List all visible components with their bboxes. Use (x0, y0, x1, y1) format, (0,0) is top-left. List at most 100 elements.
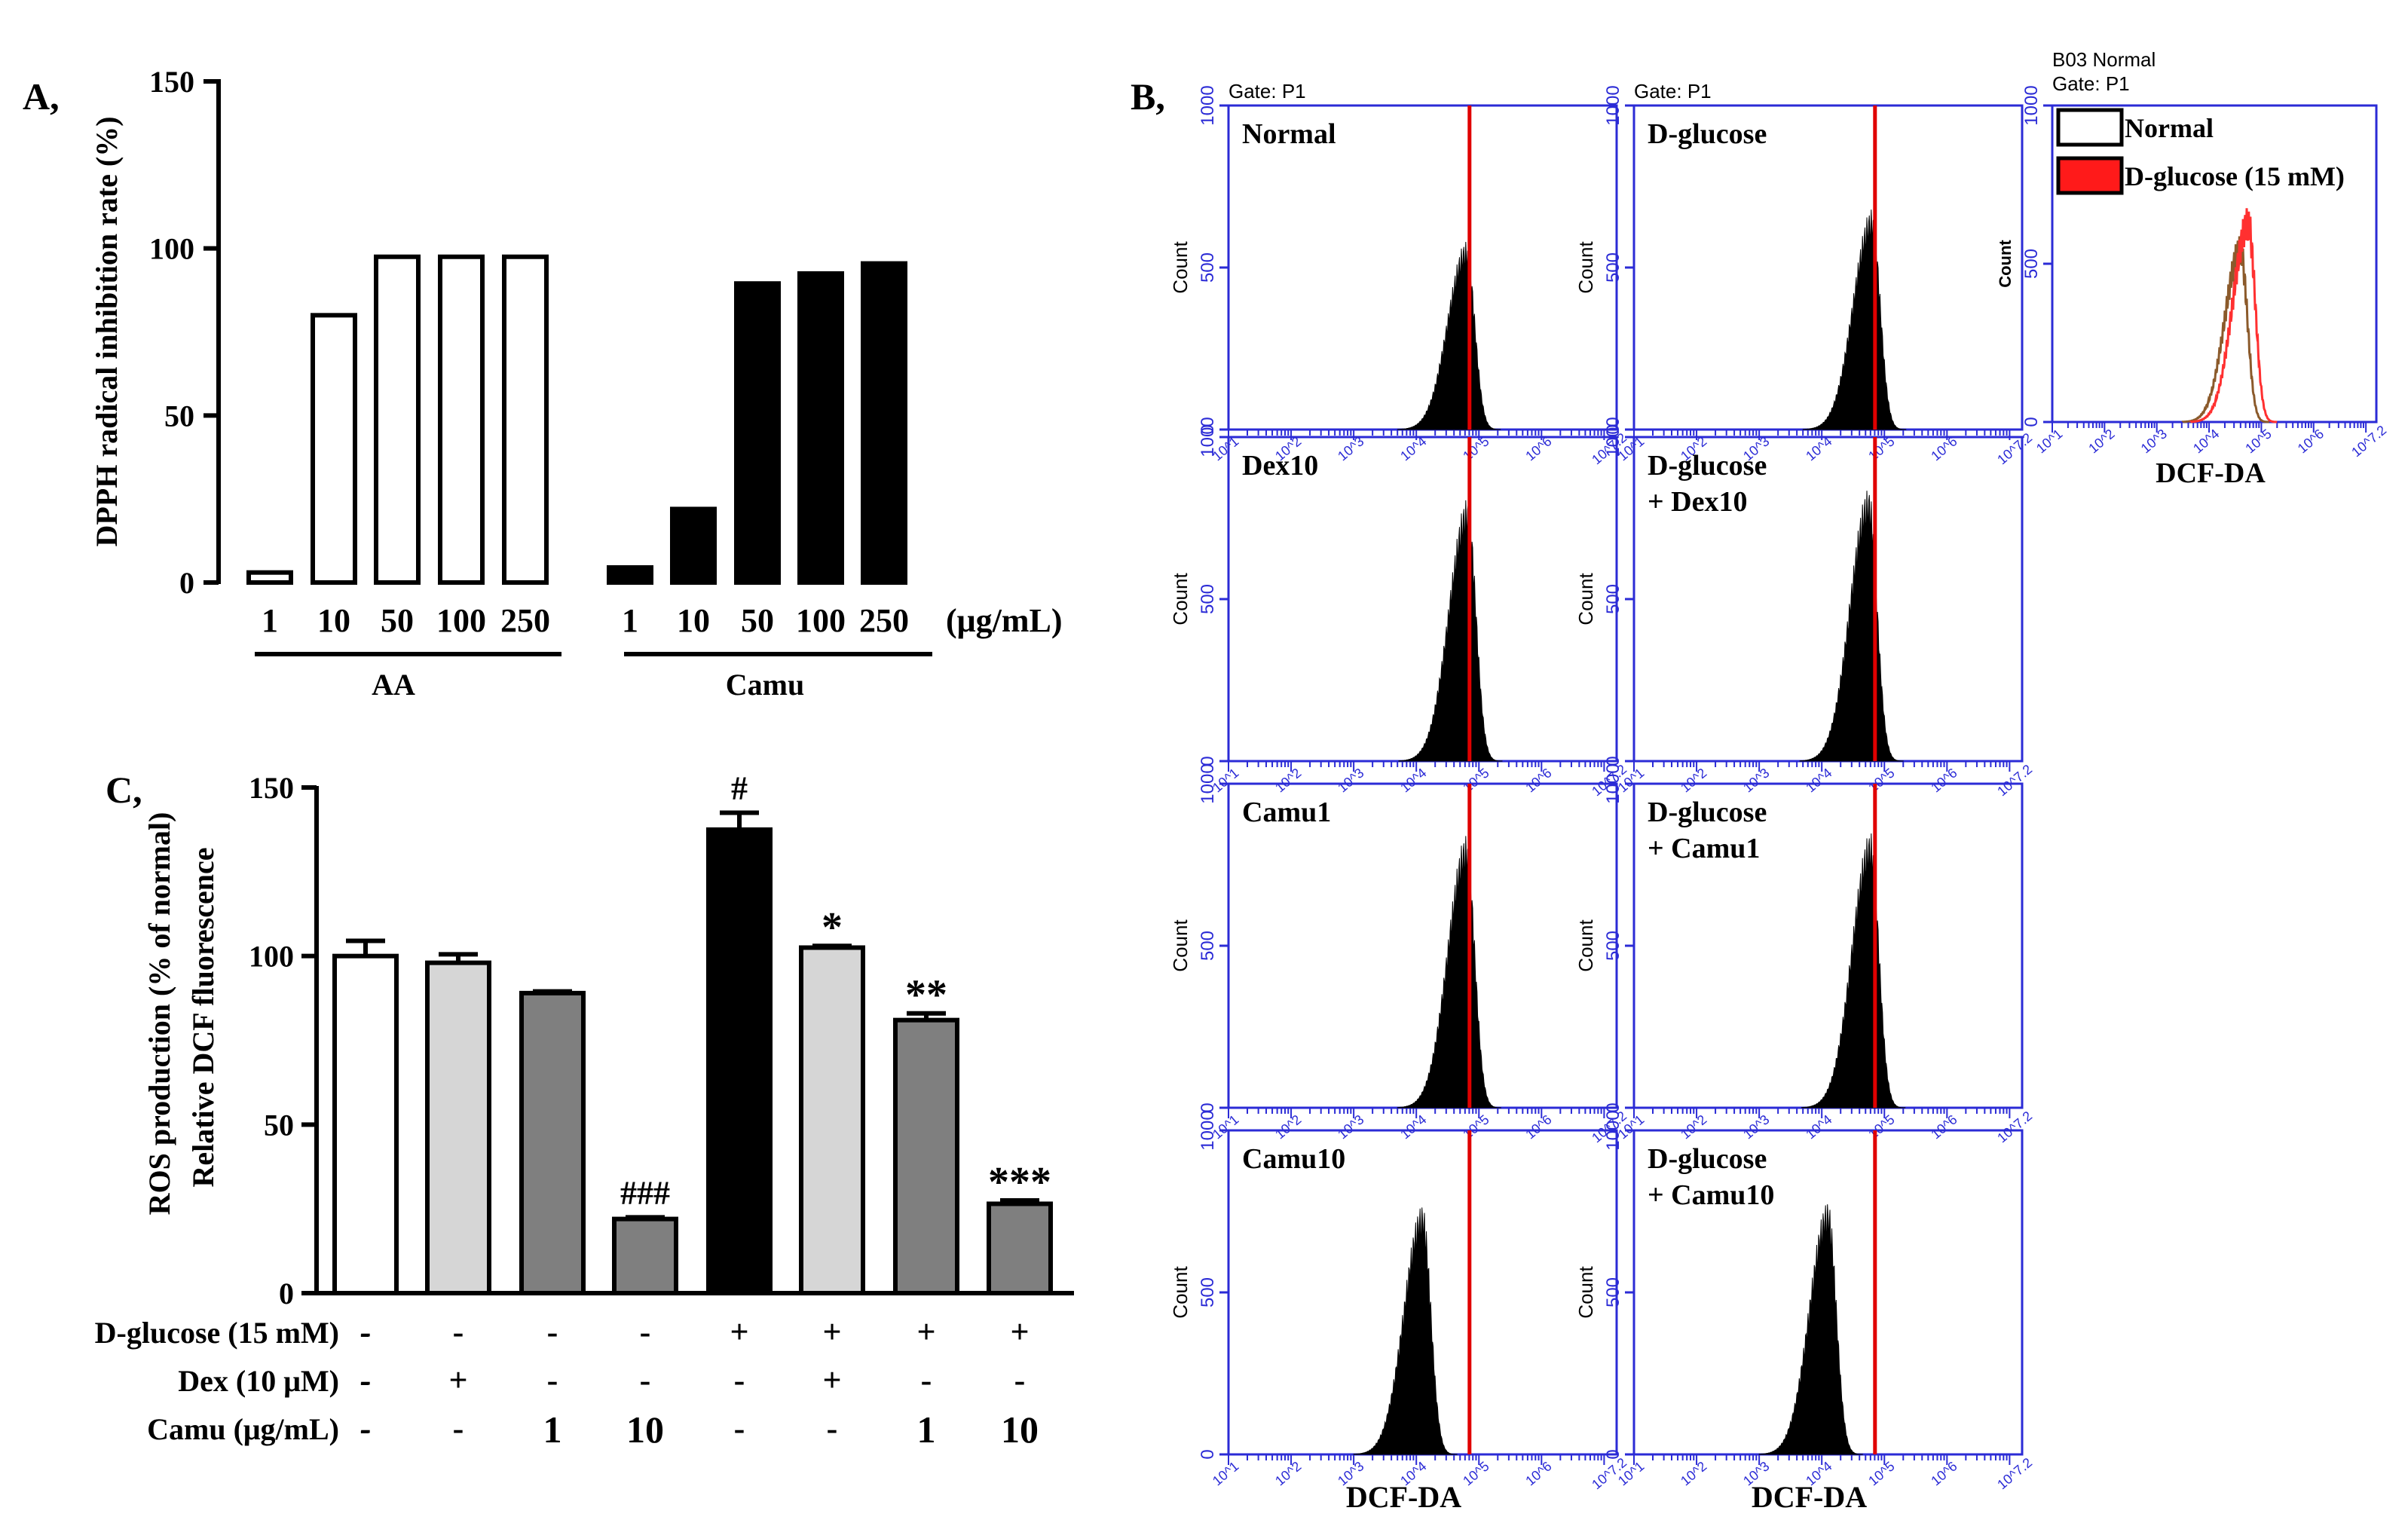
panel-b-histogram-grid: Gate: P1 0 500 1000 10^1 10^2 10^3 10^4 10^5 10^6… (1169, 80, 2035, 1514)
histogram-label-line2: + Camu10 (1648, 1179, 1774, 1211)
overlay-x-tick-label: 10^4 (2190, 426, 2222, 456)
panel-c-condition-value: + (822, 1313, 841, 1350)
histogram-x-tick-label: 10^3 (1335, 765, 1366, 795)
histogram-y-tick-label: 0 (1603, 1449, 1623, 1459)
histogram-y-tick-label: 500 (1603, 252, 1623, 283)
panel-c-y-axis-title-line1: ROS production (% of normal) (142, 812, 176, 1216)
histogram-x-tick-label: 10^7.2 (1994, 1109, 2035, 1146)
panel-a-bar-aa-250 (502, 254, 549, 585)
histogram-x-tick-label: 10^3 (1740, 765, 1772, 795)
panel-c-y-tick-label: 150 (249, 771, 294, 805)
panel-c-condition-value: 10 (1001, 1408, 1039, 1451)
histogram-x-tick-label: 10^5 (1460, 1112, 1492, 1142)
panel-c-condition-value: - (827, 1410, 838, 1447)
histogram-label-line2: + Camu1 (1648, 833, 1760, 864)
histogram-x-tick-label: 10^2 (1678, 1458, 1709, 1488)
histogram-fill (1397, 836, 1502, 1109)
panel-a-x-tick-label: 250 (500, 602, 550, 639)
histogram-frame (1227, 104, 1618, 431)
histogram-y-tick-label: 500 (1198, 252, 1218, 283)
panel-c-condition-dash: - (360, 1364, 369, 1398)
histogram-fill (1397, 241, 1501, 430)
overlay-y-tick-label: 0 (2021, 417, 2042, 427)
panel-c-condition-value: - (921, 1362, 932, 1399)
panel-c-condition-value: - (360, 1313, 372, 1350)
histogram-x-tick-label: 10^4 (1803, 765, 1834, 795)
overlay-x-tick-label: 10^7.2 (2348, 423, 2389, 460)
panel-c-y-axis-title-line2: Relative DCF fluorescence (186, 848, 220, 1188)
histogram-y-tick-label: 1000 (1198, 85, 1218, 125)
histogram-x-tick-label: 10^1 (1210, 1458, 1241, 1488)
panel-a-y-tick-label: 0 (179, 566, 194, 600)
histogram-y-axis-title: Count (1574, 573, 1597, 625)
panel-c-condition-value: + (1010, 1313, 1029, 1350)
panel-a-dpph-chart: A, DPPH radical inhibition rate (%) 0501… (23, 65, 1062, 702)
panel-c-condition-value: - (547, 1313, 558, 1350)
histogram-x-tick-label: 10^6 (1928, 1112, 1960, 1142)
panel-c-significance-mark: ### (620, 1174, 670, 1211)
panel-c-y-ticks: 0 50 100 150 (249, 771, 317, 1310)
histogram-label-line1: D-glucose (1648, 118, 1767, 150)
histogram-x-tick-label: 10^2 (1272, 765, 1304, 795)
panel-c-bars: ####****** (332, 770, 1053, 1296)
histogram-y-tick-label: 0 (1603, 424, 1623, 434)
histogram-y-tick-label: 0 (1198, 424, 1218, 434)
histogram-fill (1799, 491, 1904, 762)
panel-c-condition-label: Dex (10 μM) (178, 1364, 339, 1398)
overlay-series-line-1 (2181, 236, 2270, 424)
histogram-y-tick-label: 1000 (1603, 763, 1623, 803)
histogram-x-tick-label: 10^3 (1740, 1112, 1772, 1142)
panel-a-y-tick-label: 150 (149, 65, 194, 99)
panel-a-x-tick-label: 1 (262, 602, 278, 639)
panel-a-bar-aa-10 (311, 313, 357, 585)
panel-a-x-tick-label: 1 (622, 602, 638, 639)
histogram-x-axis-title: DCF-DA (1346, 1480, 1461, 1514)
panel-c-condition-value: - (453, 1313, 464, 1350)
panel-c-condition-value: + (916, 1313, 935, 1350)
histogram-y-tick-label: 0 (1198, 756, 1218, 766)
histogram-y-tick-label: 1000 (1603, 1110, 1623, 1150)
histogram-y-axis-title: Count (1169, 919, 1192, 972)
panel-c-condition-value: - (453, 1410, 464, 1447)
histogram-y-tick-label: 500 (1603, 584, 1623, 614)
panel-a-y-ticks: 0 50 100 150 (149, 65, 219, 600)
histogram-x-tick-label: 10^5 (1865, 1458, 1897, 1488)
overlay-x-axis-title: DCF-DA (2156, 457, 2266, 489)
panel-c-label: C, (106, 769, 142, 811)
panel-c-y-tick-label: 0 (279, 1277, 294, 1310)
panel-a-group-label-camu: Camu (726, 668, 804, 702)
panel-a-bar-aa-1 (246, 570, 293, 586)
histogram-y-tick-label: 0 (1198, 1449, 1218, 1459)
panel-c-y-tick-label: 50 (264, 1108, 294, 1142)
panel-c-condition-value: - (734, 1410, 745, 1447)
panel-c-condition-value: + (448, 1362, 467, 1399)
panel-c-bar-2 (425, 960, 491, 1295)
histogram-frame (1227, 782, 1618, 1109)
panel-a-unit-label: (μg/mL) (946, 602, 1062, 639)
overlay-x-tick-label: 10^3 (2138, 426, 2170, 456)
legend-label-2: D-glucose (15 mM) (2125, 161, 2345, 191)
histogram-y-axis-title: Count (1574, 1266, 1597, 1319)
histogram-label-line1: D-glucose (1648, 1143, 1767, 1175)
histogram-y-axis-title: Count (1169, 241, 1192, 294)
panel-c-condition-label: D-glucose (15 mM) (95, 1316, 339, 1350)
histogram-x-tick-label: 10^5 (1865, 1112, 1897, 1142)
panel-c-condition-value: 1 (543, 1408, 562, 1451)
panel-a-bar-camu-100 (797, 271, 844, 585)
histogram-y-tick-label: 1000 (1603, 85, 1623, 125)
legend-label-1: Normal (2125, 113, 2214, 143)
histogram-x-tick-label: 10^2 (1272, 1112, 1304, 1142)
histogram-x-tick-label: 10^5 (1460, 1458, 1492, 1488)
histogram-fill (1801, 833, 1906, 1109)
overlay-y-tick-label: 1000 (2021, 85, 2042, 125)
histogram-label-line1: D-glucose (1648, 797, 1767, 828)
panel-c-condition-value: - (734, 1362, 745, 1399)
panel-c-bar-8 (987, 1201, 1053, 1295)
panel-c-ros-chart: C, ROS production (% of normal) Relative… (95, 769, 1074, 1451)
histogram-x-tick-label: 10^7.2 (1994, 430, 2035, 468)
histogram-x-tick-label: 10^7.2 (1994, 1455, 2035, 1493)
legend-swatch-1 (2056, 108, 2124, 147)
panel-a-bar-aa-100 (438, 254, 485, 585)
panel-a-bar-camu-50 (734, 281, 781, 585)
